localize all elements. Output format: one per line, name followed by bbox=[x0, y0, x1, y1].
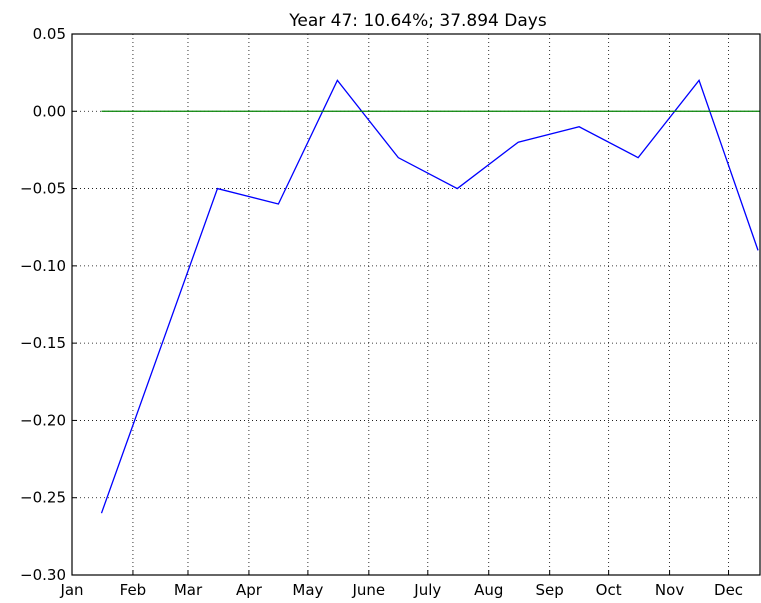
y-tick-label: −0.10 bbox=[20, 257, 66, 275]
tick-labels: −0.30 −0.25 −0.20 −0.15 −0.10 −0.05 0.00 0.05 Ja… bbox=[20, 25, 743, 599]
x-tick-label: Sep bbox=[536, 581, 564, 599]
axes-frame bbox=[71, 33, 761, 576]
y-tick-label: −0.05 bbox=[20, 180, 66, 198]
y-tick-label: 0.05 bbox=[33, 25, 66, 43]
x-tick-label: Jan bbox=[59, 581, 83, 599]
grid bbox=[71, 33, 760, 576]
x-tick-label: May bbox=[292, 581, 323, 599]
y-tick-label: −0.25 bbox=[20, 489, 66, 507]
x-tick-label: Nov bbox=[655, 581, 684, 599]
x-tick-label: Feb bbox=[120, 581, 147, 599]
y-tick-label: 0.00 bbox=[33, 102, 66, 120]
plot-area bbox=[100, 79, 760, 514]
x-tick-label: Dec bbox=[714, 581, 743, 599]
x-tick-label: Mar bbox=[174, 581, 203, 599]
line-series bbox=[100, 79, 759, 514]
x-tick-label: June bbox=[351, 581, 385, 599]
x-tick-label: Oct bbox=[596, 581, 622, 599]
y-tick-label: −0.20 bbox=[20, 411, 66, 429]
x-tick-label: Apr bbox=[236, 581, 263, 599]
x-tick-label: Aug bbox=[474, 581, 503, 599]
chart-title: Year 47: 10.64%; 37.894 Days bbox=[288, 11, 547, 31]
x-tick-label: July bbox=[413, 581, 441, 599]
y-tick-label: −0.15 bbox=[20, 334, 66, 352]
y-tick-label: −0.30 bbox=[20, 566, 66, 584]
